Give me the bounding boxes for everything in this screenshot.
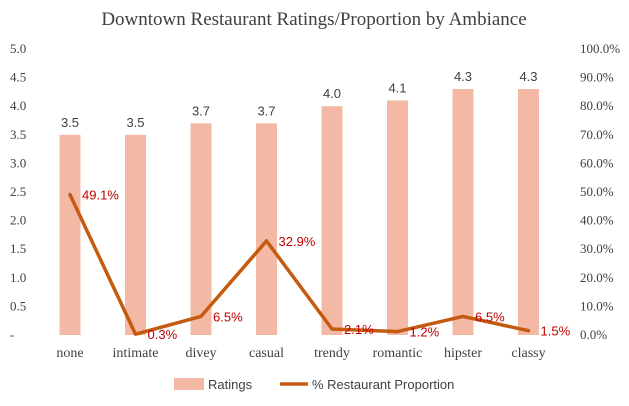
y-right-tick-label: 40.0% [580, 213, 614, 228]
bar-data-label: 4.3 [519, 69, 537, 84]
y-left-tick-label: 1.0 [10, 270, 26, 285]
line-data-label: 2.1% [344, 322, 374, 337]
y-left-tick-label: 2.5 [10, 184, 26, 199]
x-tick-label: none [56, 346, 83, 361]
bar-data-label: 4.1 [388, 80, 406, 95]
bar [387, 100, 408, 335]
x-tick-label: divey [185, 346, 216, 361]
bar [452, 89, 474, 335]
y-left-tick-label: 1.5 [10, 241, 26, 256]
legend-label-proportion: % Restaurant Proportion [312, 377, 454, 392]
bar-data-label: 3.5 [61, 115, 79, 130]
x-tick-label: hipster [444, 346, 482, 361]
line-data-label: 32.9% [279, 234, 316, 249]
y-left-tick-label: 0.5 [10, 298, 26, 313]
y-right-tick-label: 50.0% [580, 184, 614, 199]
legend: Ratings % Restaurant Proportion [174, 377, 454, 392]
bar-data-label: 4.3 [454, 69, 472, 84]
bar-data-label: 3.5 [126, 115, 144, 130]
bar [190, 123, 212, 335]
y-right-tick-label: 80.0% [580, 98, 614, 113]
y-right-tick-label: 100.0% [580, 41, 620, 56]
y-right-axis: 0.0% 10.0% 20.0% 30.0% 40.0% 50.0% 60.0% 70.0% 8… [580, 41, 620, 342]
x-axis: none intimate divey casual trendy romantic hip… [56, 346, 545, 361]
y-left-tick-label: 2.0 [10, 213, 26, 228]
legend-swatch-ratings [174, 378, 204, 390]
line-data-label: 6.5% [475, 309, 505, 324]
bar-series [59, 89, 539, 335]
bar [125, 134, 146, 335]
chart-title: Downtown Restaurant Ratings/Proportion b… [101, 9, 526, 30]
y-right-tick-label: 60.0% [580, 155, 614, 170]
y-right-tick-label: 10.0% [580, 298, 614, 313]
bar-data-label: 3.7 [192, 103, 210, 118]
bar [59, 134, 81, 335]
line-data-label: 1.5% [541, 324, 571, 339]
y-right-tick-label: 0.0% [580, 327, 607, 342]
x-tick-label: romantic [373, 346, 423, 361]
line-path [68, 192, 531, 336]
bar-data-label: 3.7 [257, 103, 275, 118]
y-right-tick-label: 30.0% [580, 241, 614, 256]
line-series [68, 192, 531, 336]
y-left-tick-label: - [10, 327, 14, 342]
bar [321, 106, 343, 335]
bar [256, 123, 277, 335]
line-data-label: 49.1% [82, 188, 119, 203]
y-left-axis: - 0.5 1.0 1.5 2.0 2.5 3.0 3.5 4.0 4.5 5.0 [10, 41, 26, 342]
bar-data-labels: 3.5 3.5 3.7 3.7 4.0 4.1 4.3 4.3 [61, 69, 538, 130]
line-data-label: 0.3% [148, 327, 178, 342]
y-left-tick-label: 4.5 [10, 70, 26, 85]
y-right-tick-label: 20.0% [580, 270, 614, 285]
y-left-tick-label: 5.0 [10, 41, 26, 56]
y-left-tick-label: 4.0 [10, 98, 26, 113]
x-tick-label: trendy [314, 346, 350, 361]
line-data-label: 6.5% [213, 309, 243, 324]
y-left-tick-label: 3.0 [10, 155, 26, 170]
x-tick-label: classy [511, 346, 545, 361]
bar-data-label: 4.0 [323, 86, 341, 101]
x-tick-label: casual [249, 346, 284, 361]
x-tick-label: intimate [113, 346, 159, 361]
legend-label-ratings: Ratings [208, 377, 253, 392]
y-right-tick-label: 90.0% [580, 70, 614, 85]
bar [518, 89, 539, 335]
line-data-labels: 49.1% 0.3% 6.5% 32.9% 2.1% 1.2% 6.5% 1.5% [82, 188, 571, 343]
y-right-tick-label: 70.0% [580, 127, 614, 142]
y-left-tick-label: 3.5 [10, 127, 26, 142]
line-data-label: 1.2% [410, 325, 440, 340]
